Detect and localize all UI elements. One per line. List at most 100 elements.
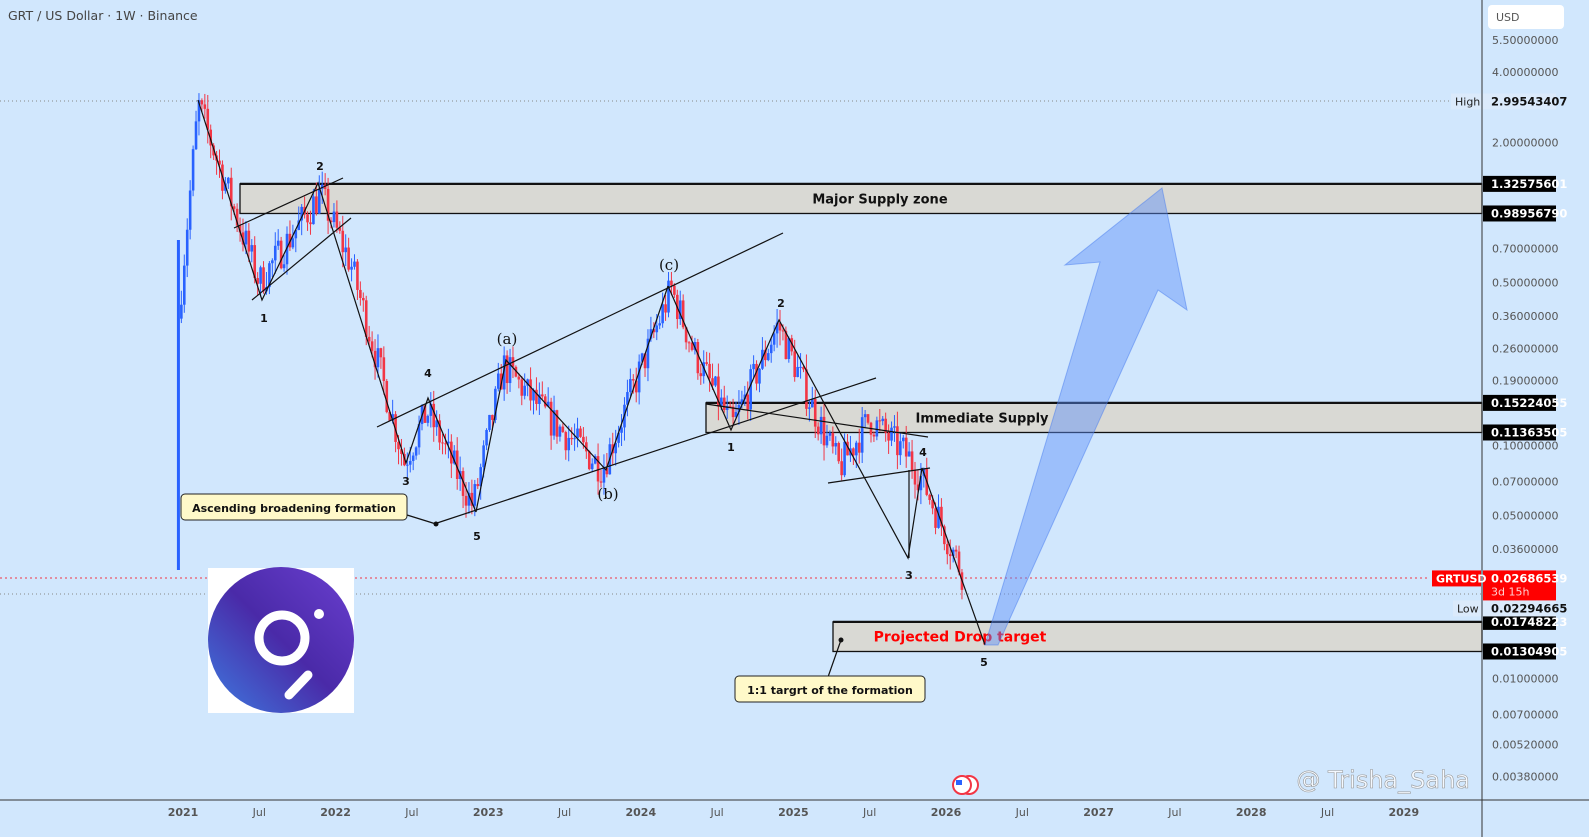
candle-body (852, 448, 855, 456)
candle-body (913, 470, 917, 485)
candle-body (837, 443, 841, 462)
candle-body (523, 385, 527, 396)
candle-body (256, 278, 259, 284)
candle-body (273, 245, 277, 261)
candle-body (438, 420, 441, 443)
currency-button[interactable] (1488, 5, 1564, 29)
candle-body (326, 188, 330, 221)
time-tick-label: 2024 (625, 806, 656, 819)
wave-label: (b) (597, 485, 618, 503)
candle-body (916, 484, 920, 491)
candle-body (764, 349, 767, 361)
candle-body (585, 442, 588, 452)
candle-body (599, 481, 603, 483)
wave-label: 2 (777, 297, 785, 310)
wave-label: (c) (659, 256, 679, 274)
candle-body (306, 214, 309, 223)
candle-body (825, 435, 829, 446)
candle-body (813, 398, 817, 427)
triangle-lower-line (827, 467, 931, 484)
candle-body (461, 471, 465, 496)
time-tick-label: 2029 (1388, 806, 1419, 819)
candle-body (640, 353, 644, 362)
time-tick-label: 2028 (1236, 806, 1267, 819)
price-label-box (1483, 93, 1556, 110)
candle-body (766, 353, 770, 361)
candle-body (899, 441, 902, 456)
candle-body (717, 376, 720, 407)
candle-body (910, 451, 914, 471)
candle-body (784, 330, 788, 360)
candle-body (408, 460, 412, 465)
candle-body (309, 222, 312, 225)
candle-body (646, 338, 650, 369)
candle-body (819, 416, 823, 435)
broadening-upper-line (376, 232, 784, 428)
price-label: 1.32575601 (1491, 177, 1567, 191)
candle-body (206, 108, 210, 130)
candle-body (937, 506, 940, 528)
candle-body (229, 177, 233, 207)
candle-body (664, 304, 667, 313)
candle-body (359, 289, 362, 298)
projection-arrow[interactable] (984, 187, 1188, 646)
price-label: 0.01748223 (1491, 615, 1567, 629)
candle-body (482, 445, 485, 468)
candle-body (711, 378, 714, 386)
candle-body (617, 432, 620, 443)
wave-label: 4 (919, 446, 927, 459)
time-tick-label: Jul (1015, 806, 1029, 819)
candle-body (441, 442, 444, 444)
price-label-box (1483, 600, 1556, 617)
candle-body (843, 441, 846, 476)
candle-body (235, 208, 239, 226)
candle-body (364, 300, 368, 337)
candle-body (232, 206, 236, 209)
price-tick-label: 0.00520000 (1492, 739, 1558, 752)
candle-body (259, 267, 262, 284)
price-label: 0.01304905 (1491, 644, 1567, 658)
price-tick-label: 0.26000000 (1492, 343, 1558, 356)
candle-body (593, 456, 597, 464)
price-axis[interactable]: 5.50000000 4.00000000 2.00000000 0.70000000… (1492, 34, 1558, 783)
price-label-box (1483, 424, 1556, 441)
zone-rect[interactable] (239, 183, 1483, 215)
wave-label: 1 (260, 312, 268, 325)
candle-body (740, 399, 744, 405)
wave-abc-path (475, 285, 669, 513)
candle-body (529, 379, 532, 401)
price-tick-label: 2.00000000 (1492, 136, 1558, 149)
price-tick-label: 0.05000000 (1492, 510, 1558, 523)
candle-body (840, 461, 843, 476)
candle-body (907, 451, 911, 457)
candle-body (846, 441, 849, 456)
candle-body (294, 229, 298, 239)
candle-body (934, 508, 937, 528)
candle-body (271, 260, 274, 264)
candle-body (778, 322, 782, 331)
candle-body (752, 363, 755, 370)
candle-body (945, 544, 949, 555)
low-tag (1453, 600, 1481, 617)
candle-body (400, 449, 403, 454)
price-tick-label: 0.03600000 (1492, 543, 1558, 556)
candle-body (555, 410, 559, 437)
candle-body (576, 428, 579, 439)
candle-body (552, 410, 556, 436)
broadening-lower-line (433, 377, 877, 525)
economic-event-icon[interactable] (952, 775, 979, 795)
candle-body (931, 500, 934, 509)
time-axis[interactable]: 2021 Jul 2022 Jul 2023 Jul 2024 Jul 2025 Jul 2026 J… (168, 806, 1419, 819)
candle-body (831, 432, 835, 447)
candle-body (268, 263, 271, 288)
zone-label: Immediate Supply (916, 412, 1050, 427)
candle-body (180, 304, 183, 319)
candle-body (209, 129, 213, 146)
candle-body (391, 414, 394, 421)
candle-body (884, 418, 887, 433)
candle-body (520, 379, 524, 396)
candle-body (406, 464, 409, 466)
wave-label: 5 (473, 530, 481, 543)
candle-body (344, 247, 347, 253)
